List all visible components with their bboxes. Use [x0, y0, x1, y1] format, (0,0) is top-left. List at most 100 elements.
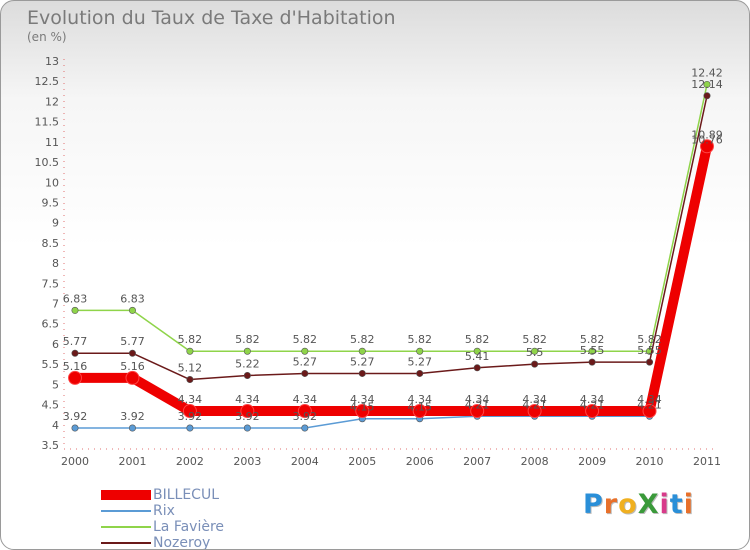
y-tick-label: 9.5 [42, 196, 60, 209]
data-label-nozeroy: 5.55 [637, 344, 662, 357]
x-tick-label: 2002 [176, 455, 204, 468]
chart-subtitle: (en %) [27, 30, 67, 44]
data-label-nozeroy: 5.55 [580, 344, 605, 357]
data-point-billecul [412, 404, 427, 419]
data-label-rix: 4.15 [350, 401, 375, 414]
y-tick-label: 10.5 [35, 156, 60, 169]
data-label-la-favi-re: 5.82 [350, 333, 375, 346]
data-label-billecul: 10.89 [691, 128, 723, 141]
data-label-la-favi-re: 5.82 [637, 333, 662, 346]
y-tick-label: 7.5 [42, 277, 60, 290]
data-label-la-favi-re: 6.83 [120, 292, 145, 305]
x-tick-label: 2009 [578, 455, 606, 468]
legend-swatch-rix [101, 510, 151, 512]
data-label-nozeroy: 5.12 [178, 362, 203, 375]
series-line-nozeroy [74, 95, 708, 381]
data-label-rix: 4.21 [465, 398, 490, 411]
data-label-billecul: 4.34 [235, 393, 260, 406]
y-tick-label: 12.5 [35, 75, 60, 88]
data-label-rix: 3.92 [235, 410, 260, 423]
y-tick-label: 8 [52, 257, 59, 270]
y-tick-label: 7 [52, 298, 59, 311]
data-point-nozeroy [646, 358, 654, 366]
x-tick-label: 2001 [118, 455, 146, 468]
data-label-nozeroy: 5.41 [465, 350, 490, 363]
y-tick-label: 4 [52, 419, 59, 432]
logo-letter: r [603, 489, 619, 520]
data-label-nozeroy: 5.27 [293, 355, 318, 368]
data-label-la-favi-re: 5.82 [235, 333, 260, 346]
data-label-rix: 3.92 [120, 410, 145, 423]
x-tick-label: 2003 [233, 455, 261, 468]
data-point-rix [71, 424, 79, 432]
logo-letter: P [583, 489, 604, 520]
data-label-la-favi-re: 6.83 [63, 292, 88, 305]
y-tick-label: 5.5 [42, 358, 60, 371]
y-tick-label: 3.5 [42, 439, 60, 452]
legend-swatch-billecul [101, 490, 151, 500]
data-point-billecul [642, 404, 657, 419]
data-label-billecul: 4.34 [637, 393, 662, 406]
legend-item-nozeroy: Nozeroy [101, 535, 321, 549]
data-point-nozeroy [71, 349, 79, 357]
y-tick-label: 10 [45, 176, 59, 189]
data-point-billecul [182, 404, 197, 419]
data-point-la-favi-re [243, 347, 251, 355]
data-label-billecul: 4.34 [178, 393, 203, 406]
data-label-rix: 4.21 [637, 398, 662, 411]
data-label-rix: 3.92 [293, 410, 318, 423]
proxiti-logo: ProXiti [583, 489, 694, 520]
data-point-billecul [297, 404, 312, 419]
data-point-la-favi-re [703, 80, 711, 88]
y-tick-label: 6 [52, 338, 59, 351]
series-line-rix [74, 150, 708, 429]
data-label-billecul: 4.34 [350, 393, 375, 406]
x-tick-label: 2005 [348, 455, 376, 468]
data-label-la-favi-re: 12.42 [691, 66, 723, 79]
data-label-nozeroy: 5.5 [526, 346, 544, 359]
data-point-la-favi-re [531, 347, 539, 355]
x-tick-label: 2011 [693, 455, 721, 468]
data-point-rix [243, 424, 251, 432]
y-tick-label: 6.5 [42, 318, 60, 331]
y-tick-label: 5 [52, 378, 59, 391]
data-point-la-favi-re [71, 306, 79, 314]
data-point-billecul [355, 404, 370, 419]
data-point-nozeroy [358, 369, 366, 377]
logo-letter: i [659, 489, 670, 520]
data-label-nozeroy: 5.22 [235, 357, 260, 370]
data-point-la-favi-re [186, 347, 194, 355]
data-label-rix: 4.21 [580, 398, 605, 411]
data-point-billecul [125, 370, 140, 385]
logo-letter: t [669, 489, 684, 520]
data-point-nozeroy [473, 364, 481, 372]
data-label-billecul: 4.34 [407, 393, 432, 406]
legend-swatch-nozeroy [101, 542, 151, 544]
legend-item-rix: Rix [101, 503, 321, 519]
x-tick-label: 2008 [521, 455, 549, 468]
data-point-rix [128, 424, 136, 432]
data-label-billecul: 4.34 [293, 393, 318, 406]
legend-label-la-faviere: La Favière [153, 519, 225, 535]
data-label-billecul: 4.34 [522, 393, 547, 406]
data-label-la-favi-re: 5.82 [522, 333, 547, 346]
data-label-billecul: 4.34 [465, 393, 490, 406]
legend-label-rix: Rix [153, 503, 175, 519]
data-point-nozeroy [243, 371, 251, 379]
data-point-la-favi-re [416, 347, 424, 355]
series-line-billecul [70, 141, 712, 417]
data-point-billecul [527, 404, 542, 419]
y-tick-label: 4.5 [42, 399, 60, 412]
data-label-la-favi-re: 5.82 [178, 333, 203, 346]
logo-letter: o [618, 489, 638, 520]
data-label-rix: 3.92 [178, 410, 203, 423]
data-label-billecul: 5.16 [63, 360, 88, 373]
data-point-la-favi-re [358, 347, 366, 355]
data-label-billecul: 5.16 [120, 360, 145, 373]
y-tick-label: 11.5 [35, 116, 60, 129]
data-label-nozeroy: 5.27 [407, 355, 432, 368]
logo-letter: X [637, 489, 660, 520]
y-tick-label: 13 [45, 55, 59, 68]
legend-swatch-la-faviere [101, 526, 151, 528]
